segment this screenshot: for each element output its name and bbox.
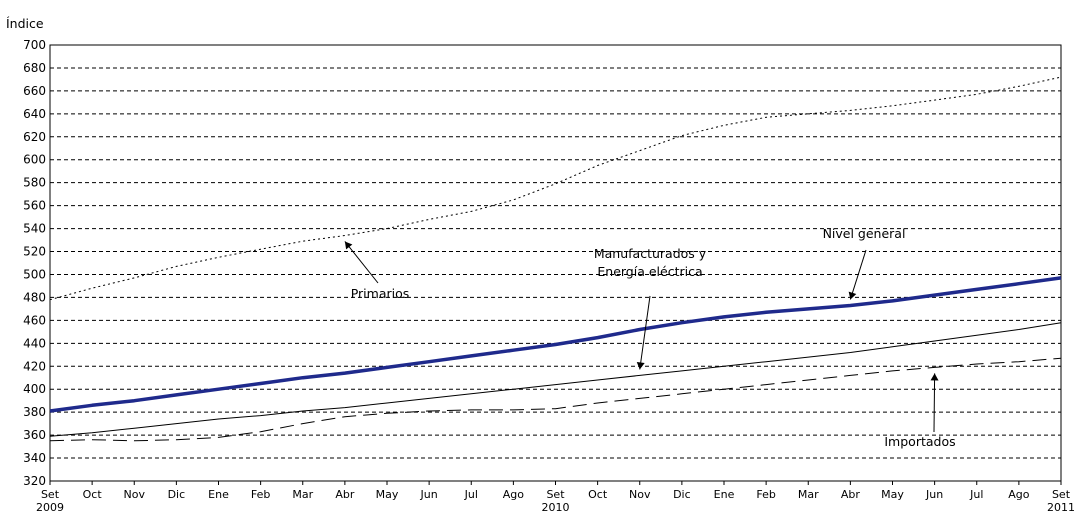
- annotations: Primarios Manufacturados y Energía eléctri…: [344, 226, 956, 449]
- y-tick-label: 320: [23, 474, 46, 488]
- x-tick-label: Ago: [503, 488, 525, 501]
- x-tick-label: Set: [41, 488, 60, 501]
- year-label: 2011: [1047, 501, 1075, 514]
- x-tick-label: Mar: [798, 488, 819, 501]
- year-label: 2010: [542, 501, 570, 514]
- x-tick-label: May: [376, 488, 399, 501]
- y-tick-label: 700: [23, 38, 46, 52]
- y-tick-label: 480: [23, 290, 46, 304]
- annotation-arrowhead: [930, 373, 939, 381]
- x-tick-labels: Set Oct Nov Dic Ene Feb Mar Abr May Jun Jul Ago Set O…: [36, 488, 1075, 514]
- y-tick-label: 460: [23, 313, 46, 327]
- x-tick-label: Jul: [464, 488, 478, 501]
- annotation-arrowhead: [344, 241, 353, 250]
- y-tick-label: 580: [23, 176, 46, 190]
- x-tick-label: Ago: [1008, 488, 1030, 501]
- y-tick-labels: 320 340 360 380 400 420 440 460 480 500 520 540 560 5…: [23, 38, 46, 488]
- x-tick-label: Oct: [83, 488, 103, 501]
- x-tick-label: Ene: [714, 488, 735, 501]
- y-tick-label: 360: [23, 428, 46, 442]
- y-tick-label: 680: [23, 61, 46, 75]
- y-tick-label: 620: [23, 130, 46, 144]
- annotation-arrow: [933, 373, 936, 433]
- x-tick-label: Jun: [420, 488, 438, 501]
- y-tick-label: 540: [23, 222, 46, 236]
- annotation-arrowhead: [636, 361, 645, 370]
- series-line-2: [49, 322, 1062, 437]
- x-tick-label: Set: [546, 488, 565, 501]
- annotation-text: Primarios: [351, 286, 410, 301]
- series-line-3: [49, 357, 1062, 442]
- y-tick-label: 520: [23, 245, 46, 259]
- x-tick-label: Feb: [756, 488, 775, 501]
- plot-frame: [49, 44, 1062, 482]
- x-tick-label: Nov: [629, 488, 651, 501]
- y-tick-label: 420: [23, 359, 46, 373]
- y-tick-label: 380: [23, 405, 46, 419]
- series-line-1: [49, 276, 1062, 413]
- annotation-text: Nivel general: [823, 226, 906, 241]
- annotation-arrowhead: [848, 291, 857, 300]
- x-tick-label: Dic: [168, 488, 186, 501]
- x-tick-label: May: [881, 488, 904, 501]
- x-tick-label: Nov: [124, 488, 146, 501]
- y-tick-label: 600: [23, 153, 46, 167]
- x-tick-label: Jul: [969, 488, 983, 501]
- y-axis-label: Índice: [6, 16, 44, 31]
- axes: [49, 44, 1062, 485]
- annotation-arrow: [344, 241, 379, 284]
- y-tick-label: 500: [23, 267, 46, 281]
- x-tick-label: Jun: [925, 488, 943, 501]
- y-tick-label: 560: [23, 199, 46, 213]
- annotation-arrow: [639, 295, 651, 370]
- annotation-arrow: [849, 249, 867, 300]
- annotation-text: Manufacturados y: [594, 246, 707, 261]
- x-tick-label: Set: [1052, 488, 1071, 501]
- y-tick-label: 440: [23, 336, 46, 350]
- x-tick-label: Feb: [251, 488, 270, 501]
- x-tick-label: Ene: [208, 488, 229, 501]
- x-tick-label: Abr: [335, 488, 355, 501]
- grid-lines: [50, 67, 1061, 459]
- x-tick-label: Dic: [673, 488, 691, 501]
- annotation-text: Importados: [884, 434, 955, 449]
- y-tick-label: 340: [23, 451, 46, 465]
- x-tick-label: Mar: [292, 488, 313, 501]
- annotation-text: Energía eléctrica: [597, 264, 702, 279]
- year-label: 2009: [36, 501, 64, 514]
- x-tick-label: Abr: [841, 488, 861, 501]
- x-tick-label: Oct: [588, 488, 608, 501]
- y-tick-label: 400: [23, 382, 46, 396]
- series-lines: [49, 76, 1062, 442]
- y-tick-label: 640: [23, 107, 46, 121]
- y-tick-label: 660: [23, 84, 46, 98]
- series-line-0: [49, 76, 1062, 301]
